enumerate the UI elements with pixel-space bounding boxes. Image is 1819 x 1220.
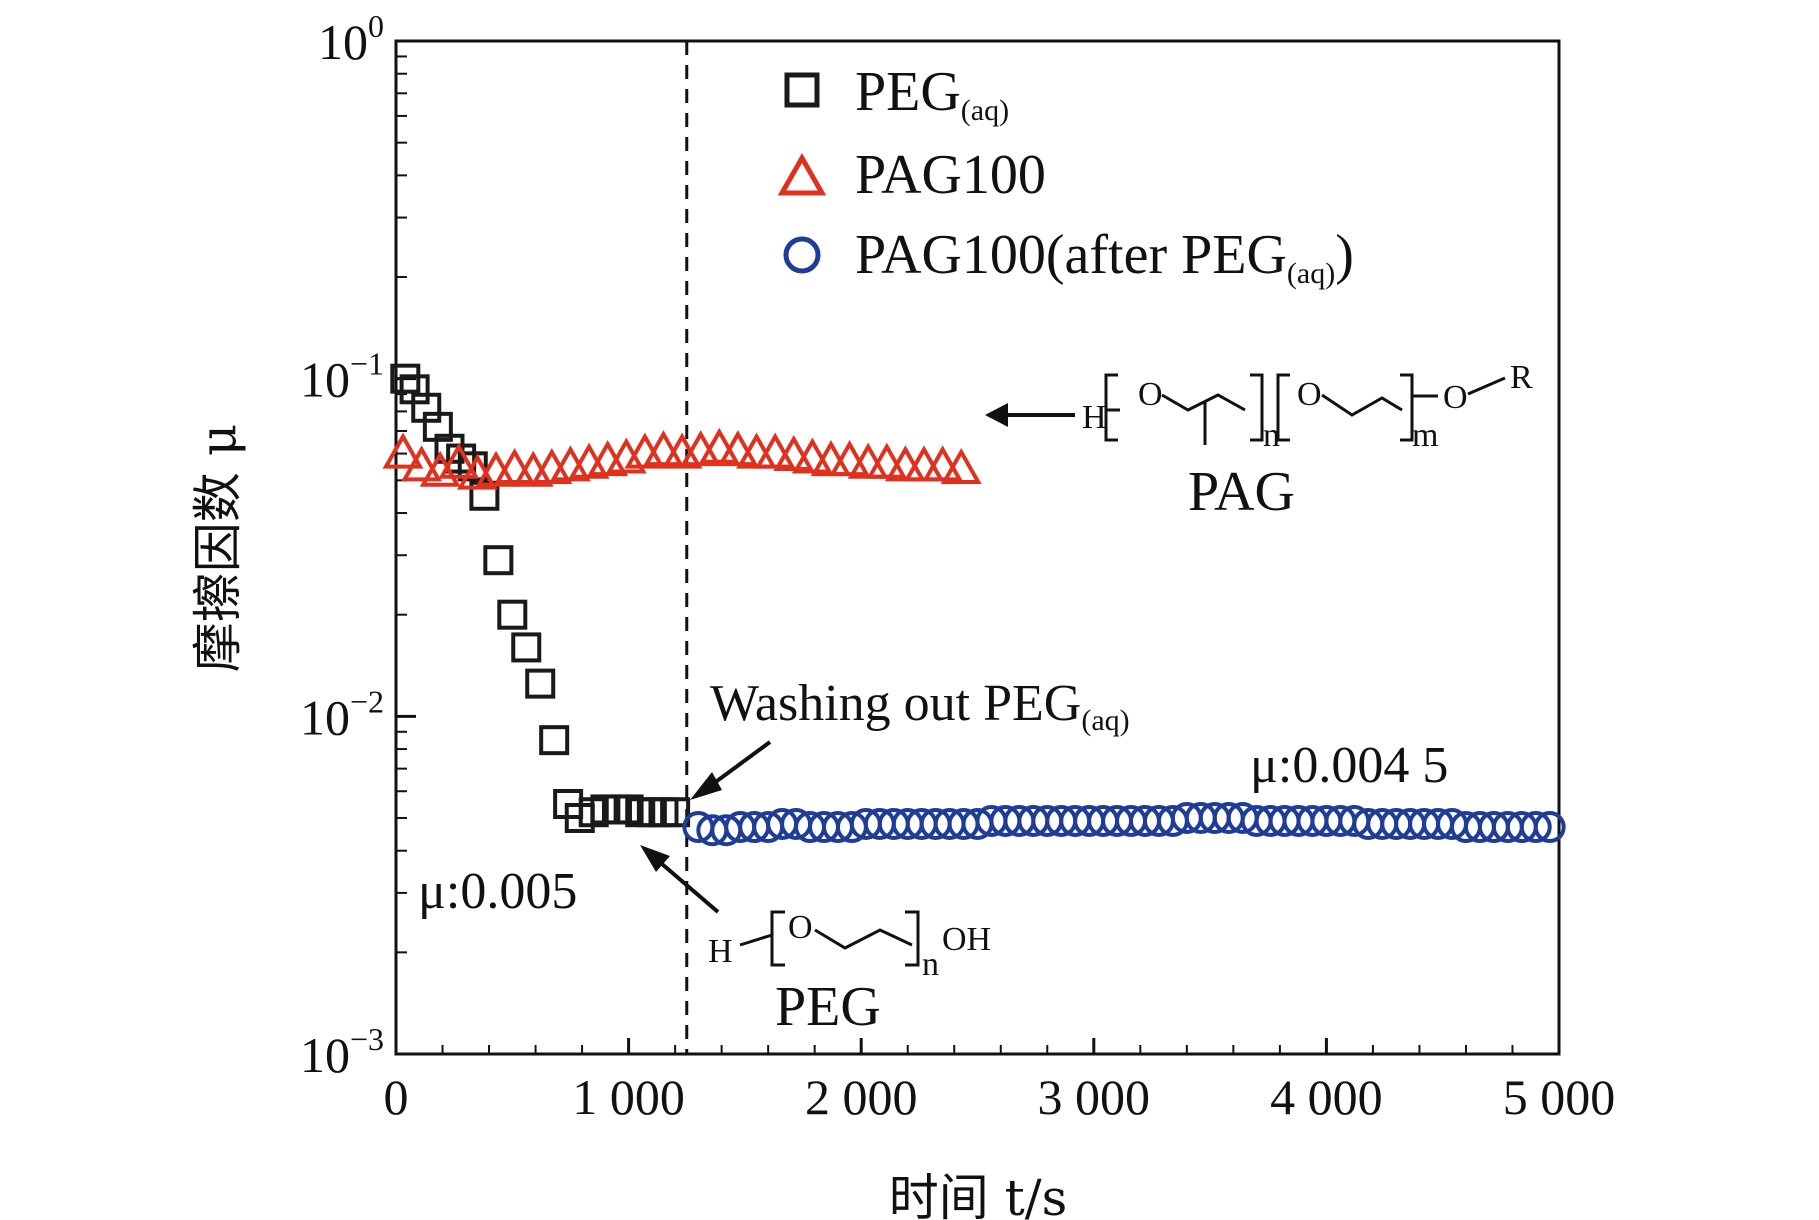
peg-bond-h (739, 933, 773, 947)
peg-arrow (653, 856, 720, 914)
y-tick-label: 10−2 (300, 683, 384, 745)
legend: PEG(aq) PAG100 PAG100(after PEG(aq)) (777, 61, 1354, 290)
pag100-point (419, 450, 461, 487)
y-tick-label: 100 (318, 8, 384, 70)
peg-formula-o: O (788, 909, 813, 946)
pag100-point (773, 434, 815, 472)
pag100-after-point (1519, 811, 1552, 844)
pag-arrowhead (985, 403, 1008, 427)
pag-label: PAG (1188, 461, 1295, 523)
pag-formula-n: n (1263, 417, 1280, 454)
pag-formula-m: m (1412, 417, 1438, 454)
x-tick-label: 3 000 (1038, 1069, 1151, 1125)
y-tick-label: 10−1 (300, 346, 384, 408)
legend-label-peg: PEG(aq) (855, 61, 1009, 127)
peg-structure: H O n OH PEG (708, 909, 991, 1038)
pag100-point (438, 442, 480, 479)
peg-point (457, 451, 488, 482)
peg-point (539, 725, 570, 756)
pag100-point (791, 437, 833, 474)
pag-bracket-left (1104, 373, 1118, 442)
peg-point (390, 363, 421, 394)
x-tick-label: 5 000 (1503, 1069, 1616, 1125)
pag100-point (382, 432, 424, 469)
axis-ticks (394, 39, 1561, 1056)
pag-bracket-right (1400, 373, 1414, 442)
peg-point (483, 545, 514, 576)
peg-point (469, 480, 500, 511)
x-axis-title: 时间 t/s (889, 1169, 1068, 1220)
pag100-point (922, 445, 964, 482)
pag-chain-2 (1321, 393, 1403, 417)
pag-bond-r (1467, 376, 1506, 396)
pag100-point (866, 442, 908, 479)
peg-point (511, 632, 542, 663)
data-points (382, 363, 1566, 847)
y-axis-title: 摩擦因数 μ (189, 424, 247, 672)
peg-bracket-right (905, 910, 920, 967)
legend-label-pag100-after: PAG100(after PEG(aq)) (855, 224, 1354, 290)
washing-arrowhead (690, 772, 722, 800)
legend-marker-pag100 (777, 152, 827, 196)
pag-formula-o2: O (1297, 376, 1322, 413)
legend-marker-peg (784, 72, 820, 108)
peg-point (497, 599, 528, 630)
pag100-point (940, 447, 982, 485)
peg-bracket-left (770, 910, 785, 967)
peg-point (525, 668, 556, 699)
x-tick-label: 0 (384, 1069, 409, 1125)
pag100-after-point (1533, 811, 1566, 844)
pag-formula-o3: O (1443, 379, 1468, 416)
x-tick-label: 4 000 (1270, 1069, 1383, 1125)
mu-right-label: μ:0.004 5 (1250, 737, 1448, 794)
pag-formula-o1: O (1138, 376, 1163, 413)
x-tick-labels: 0 1 000 2 000 3 000 4 000 5 000 (384, 1069, 1616, 1125)
pag-chain-1 (1161, 393, 1246, 412)
peg-chain (814, 928, 913, 950)
pag-structure: H O n O m O R PAG (1082, 359, 1533, 523)
y-tick-labels: 100 10−1 10−2 10−3 (300, 8, 384, 1083)
washing-annotation: Washing out PEG(aq) (710, 675, 1130, 737)
y-tick-label: 10−3 (300, 1021, 384, 1083)
peg-formula-n: n (922, 946, 939, 983)
pag100-point (643, 430, 684, 467)
peg-formula-oh: OH (942, 921, 991, 958)
pag-formula-r: R (1510, 359, 1533, 396)
pag-bracket-left2 (1276, 373, 1290, 442)
peg-formula-h: H (708, 933, 733, 970)
pag100-point (754, 432, 796, 469)
x-tick-label: 1 000 (572, 1069, 685, 1125)
pag100-point (661, 432, 703, 469)
peg-arrowhead (640, 845, 670, 872)
pag100-point (401, 445, 443, 482)
mu-left-label: μ:0.005 (418, 863, 577, 920)
legend-marker-pag100-after (783, 236, 821, 274)
pag100-point (829, 440, 871, 477)
pag-formula-h: H (1082, 399, 1107, 436)
pag100-point (698, 427, 740, 464)
legend-label-pag100: PAG100 (855, 144, 1046, 206)
pag-bracket-mid (1250, 373, 1264, 442)
peg-label: PEG (775, 976, 881, 1038)
pag100-point (494, 447, 536, 485)
x-tick-label: 2 000 (805, 1069, 918, 1125)
pag100-point (717, 430, 759, 467)
plot-frame (394, 39, 1561, 1056)
peg-point (660, 797, 691, 828)
